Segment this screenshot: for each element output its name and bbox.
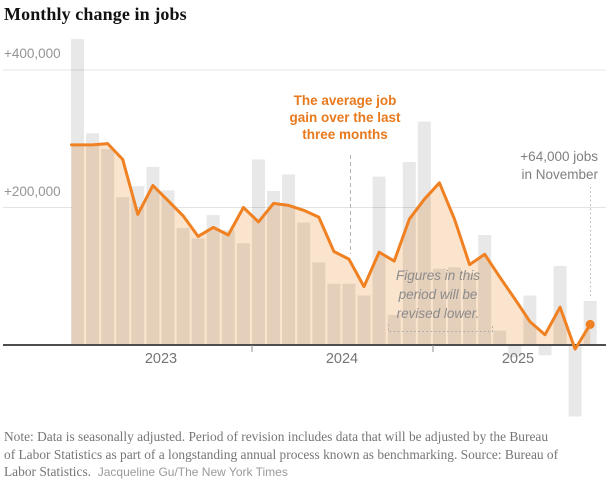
annotation-line: period will be bbox=[398, 287, 478, 302]
average-line-end-dot bbox=[585, 319, 595, 329]
note-line: Note: Data is seasonally adjusted. Perio… bbox=[4, 429, 549, 444]
bar-Apr-2025 bbox=[478, 235, 492, 345]
bar-Feb-2023 bbox=[86, 133, 100, 346]
source-note: Note: Data is seasonally adjusted. Perio… bbox=[4, 428, 605, 480]
bar-Sep-2023 bbox=[191, 238, 205, 345]
bar-Oct-2025 bbox=[568, 345, 582, 417]
note-line: Labor Statistics. Jacqueline Gu/The New … bbox=[4, 463, 605, 480]
bar-Jul-2024 bbox=[342, 283, 356, 345]
bar-May-2025 bbox=[493, 330, 507, 345]
bar-Jul-2023 bbox=[161, 190, 175, 345]
bar-Sep-2025 bbox=[553, 265, 567, 345]
y-axis-label-400k: +400,000 bbox=[4, 46, 61, 61]
bar-Jun-2025 bbox=[508, 345, 522, 358]
bar-May-2023 bbox=[131, 186, 145, 345]
x-axis-year-2023: 2023 bbox=[144, 351, 178, 367]
bar-Mar-2024 bbox=[282, 174, 296, 345]
bar-Jun-2023 bbox=[146, 166, 160, 345]
annotation-line: gain over the last bbox=[289, 110, 401, 125]
bar-Feb-2024 bbox=[267, 191, 280, 345]
annotation-line: in November bbox=[521, 166, 598, 182]
bar-May-2024 bbox=[312, 262, 326, 345]
bar-Oct-2023 bbox=[206, 215, 220, 345]
bar-Nov-2024 bbox=[402, 162, 416, 345]
chart-title: Monthly change in jobs bbox=[4, 4, 187, 24]
bar-Sep-2024 bbox=[372, 176, 386, 345]
byline-credit: Jacqueline Gu/The New York Times bbox=[97, 465, 288, 479]
annotation-line: The average job bbox=[293, 93, 397, 108]
average-line-annotation: The average job gain over the last three… bbox=[289, 92, 400, 143]
bar-Mar-2023 bbox=[101, 149, 115, 345]
bar-Aug-2024 bbox=[357, 295, 371, 345]
bar-Mar-2025 bbox=[463, 274, 477, 345]
bar-Nov-2023 bbox=[221, 230, 235, 345]
bar-Aug-2025 bbox=[538, 345, 552, 356]
bar-Apr-2024 bbox=[297, 222, 311, 345]
annotation-line: three months bbox=[302, 127, 388, 142]
bar-Jun-2024 bbox=[327, 283, 341, 345]
bar-Jan-2025 bbox=[432, 268, 446, 345]
november-value-annotation: +64,000 jobs in November bbox=[520, 148, 598, 183]
x-axis-year-2025: 2025 bbox=[501, 351, 535, 367]
x-axis-year-2024: 2024 bbox=[325, 351, 359, 367]
bar-Apr-2023 bbox=[116, 197, 130, 345]
note-source: Labor Statistics. bbox=[4, 464, 92, 479]
y-axis-label-200k: +200,000 bbox=[4, 184, 61, 199]
bar-Jan-2024 bbox=[252, 159, 265, 345]
bar-Jan-2023 bbox=[71, 39, 84, 345]
bar-Dec-2024 bbox=[417, 121, 431, 345]
bar-Feb-2025 bbox=[448, 267, 461, 345]
average-line bbox=[70, 142, 592, 351]
annotation-line: revised lower. bbox=[396, 306, 480, 321]
bar-Oct-2024 bbox=[387, 314, 401, 346]
annotation-line: +64,000 jobs bbox=[520, 149, 598, 164]
note-line: of Labor Statistics as part of a longsta… bbox=[4, 446, 559, 462]
revision-period-annotation: Figures in this period will be revised l… bbox=[396, 266, 480, 323]
bar-Dec-2023 bbox=[236, 243, 250, 346]
annotation-line: Figures in this bbox=[395, 268, 481, 283]
bar-Aug-2023 bbox=[176, 228, 190, 345]
